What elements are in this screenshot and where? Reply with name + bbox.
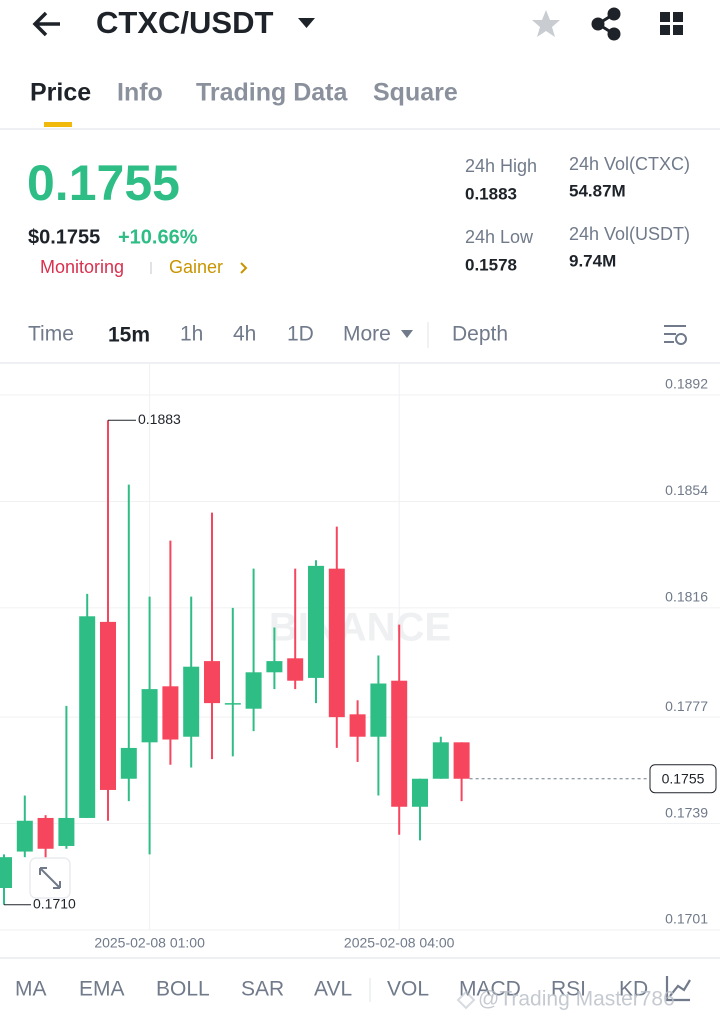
y-tick-label: 0.1816 (665, 589, 708, 605)
candle-body (266, 661, 283, 673)
price-change: +10.66% (118, 226, 198, 248)
interval[interactable]: 1D (287, 323, 314, 346)
candle-body (100, 621, 116, 790)
dropdown-icon[interactable] (298, 18, 315, 28)
candle-body (0, 857, 12, 888)
chart-settings-icon[interactable] (665, 976, 691, 1002)
stat-value: 0.1578 (465, 255, 517, 274)
candle-body (245, 672, 262, 709)
candle-body (141, 689, 158, 743)
tag-gainer[interactable]: Gainer (169, 257, 223, 277)
dropdown-icon (401, 330, 413, 338)
indicator[interactable]: MA (15, 978, 47, 1001)
candle-body (120, 747, 137, 779)
tab-underline (44, 122, 72, 127)
last-price-box (649, 764, 717, 794)
candle-body (287, 658, 304, 681)
stat-label: 24h Vol(USDT) (569, 224, 690, 244)
y-tick-label: 0.1701 (665, 911, 708, 927)
candle-body (349, 714, 366, 737)
share-icon[interactable] (591, 7, 621, 41)
interval[interactable]: More (343, 323, 391, 346)
chart-watermark: BINANCE (269, 606, 451, 650)
chart: BINANCE 0.1892 0.1854 0.1816 0.1777 0.1739 0.1… (0, 363, 720, 951)
expand-button[interactable] (29, 857, 71, 899)
x-tick-label: 2025-02-08 04:00 (344, 935, 455, 951)
tab[interactable]: Trading Data (196, 79, 349, 107)
candle-body (391, 680, 408, 807)
indicator[interactable]: AVL (314, 978, 352, 1001)
indicator[interactable]: KD (619, 978, 648, 1001)
candle-body (204, 661, 220, 704)
y-tick-label: 0.1892 (665, 376, 708, 392)
y-tick-label: 0.1854 (665, 482, 708, 498)
pair-title[interactable]: CTXC/USDT (96, 5, 273, 40)
indicator[interactable]: SAR (241, 978, 284, 1001)
candle-body (79, 616, 96, 818)
star-icon[interactable] (532, 10, 560, 37)
stat-label: 24h Vol(CTXC) (569, 154, 690, 174)
y-tick-label: 0.1777 (665, 698, 708, 714)
indicator[interactable]: BOLL (156, 978, 210, 1001)
candle-body (37, 817, 54, 849)
usd-price: $0.1755 (28, 226, 100, 248)
indicator[interactable]: MACD (459, 978, 521, 1001)
grid-icon[interactable] (660, 12, 683, 35)
chevron-icon (240, 262, 248, 274)
candle-body (370, 683, 387, 737)
candle-body (58, 817, 75, 846)
candle-body (162, 686, 179, 740)
interval[interactable]: 15m (108, 324, 150, 347)
low-label: 0.1710 (33, 895, 76, 911)
candle-body (16, 820, 33, 852)
indicator[interactable]: EMA (79, 978, 125, 1001)
candle-body (224, 703, 241, 705)
back-icon[interactable] (32, 11, 60, 37)
high-label: 0.1883 (138, 411, 181, 427)
tag-monitoring[interactable]: Monitoring (40, 257, 124, 277)
tab[interactable]: Info (117, 79, 163, 107)
last-price: 0.1755 (27, 155, 180, 211)
candle-body (432, 742, 449, 779)
stat-value: 0.1883 (465, 184, 517, 203)
settings-icon[interactable] (664, 325, 687, 345)
candle-body (453, 742, 470, 779)
stat-value: 54.87M (569, 181, 626, 200)
candle-body (183, 666, 200, 737)
candle-body (328, 568, 345, 718)
stat-value: 9.74M (569, 251, 616, 270)
interval[interactable]: 4h (233, 323, 256, 346)
last-price-label: 0.1755 (662, 770, 705, 786)
x-tick-label: 2025-02-08 01:00 (94, 935, 205, 951)
tab[interactable]: Price (30, 79, 91, 107)
tab[interactable]: Square (373, 79, 458, 107)
interval[interactable]: 1h (180, 323, 203, 346)
watermark: @Trading Master786 (478, 988, 675, 1011)
interval[interactable]: Depth (452, 323, 508, 346)
interval[interactable]: Time (28, 323, 74, 346)
indicator[interactable]: RSI (551, 978, 586, 1001)
stat-label: 24h Low (465, 227, 534, 247)
watermark-icon (456, 990, 476, 1010)
stat-label: 24h High (465, 156, 537, 176)
y-tick-label: 0.1739 (665, 804, 708, 820)
candle-body (412, 778, 428, 807)
candle-body (308, 565, 324, 678)
indicator[interactable]: VOL (387, 978, 429, 1001)
